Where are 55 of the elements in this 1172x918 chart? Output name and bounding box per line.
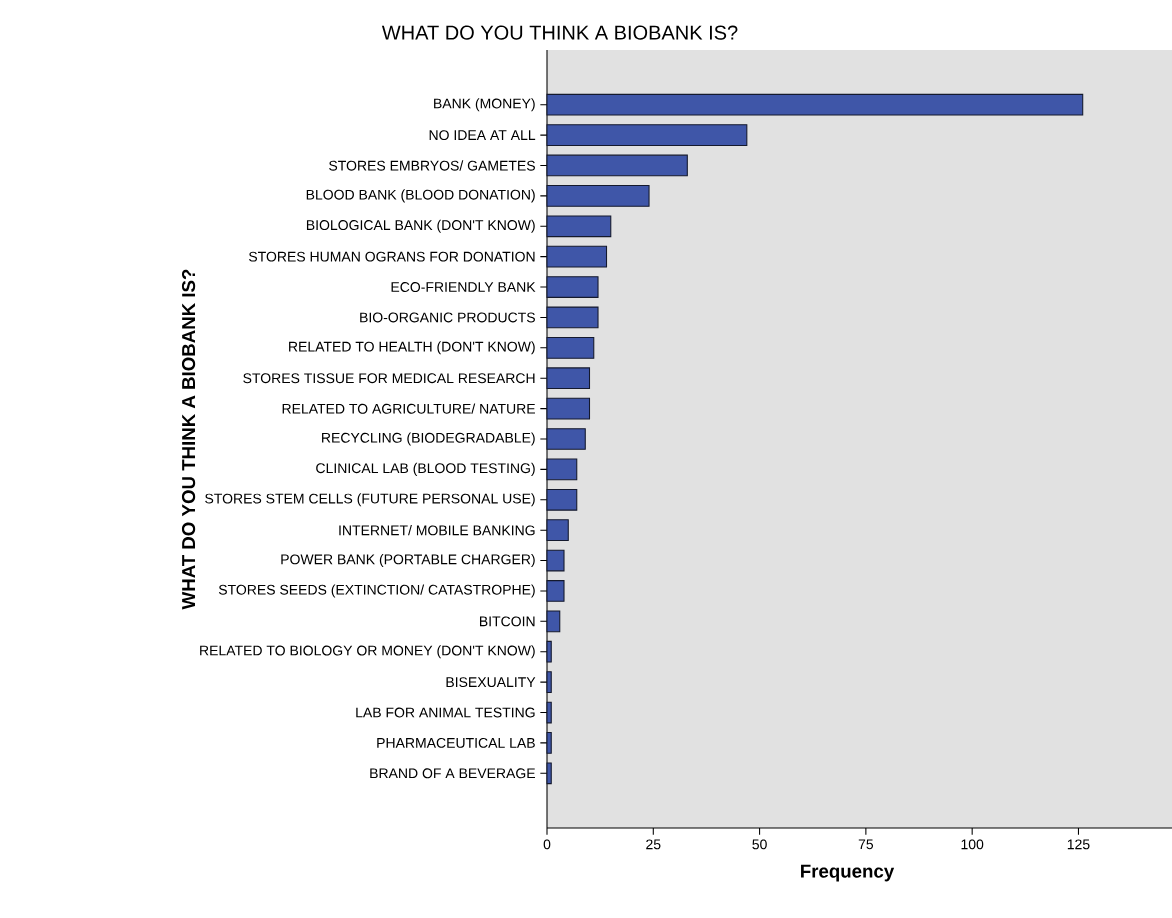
bar	[546, 276, 599, 298]
bar	[546, 397, 591, 420]
y-tick-label: LAB FOR ANIMAL TESTING	[356, 707, 535, 718]
bar	[546, 701, 552, 724]
y-tick-label: CLINICAL LAB (BLOOD TESTING)	[316, 462, 535, 476]
x-tick-label: 75	[858, 839, 874, 850]
y-tick-label: RELATED TO BIOLOGY OR MONEY (DON'T KNOW)	[200, 645, 535, 659]
bar	[546, 549, 565, 572]
y-tick-label: BIOLOGICAL BANK (DON'T KNOW)	[306, 219, 535, 233]
y-tick-label: RELATED TO AGRICULTURE/ NATURE	[282, 403, 535, 414]
bar	[546, 336, 595, 359]
x-axis-title: Frequency	[801, 864, 895, 882]
bar	[546, 428, 586, 450]
y-tick-label: BLOOD BANK (BLOOD DONATION)	[306, 189, 535, 203]
bar	[546, 306, 599, 329]
bar	[546, 185, 650, 207]
y-tick-label: STORES TISSUE FOR MEDICAL RESEARCH	[243, 373, 535, 384]
y-tick-label: POWER BANK (PORTABLE CHARGER)	[281, 554, 535, 568]
y-tick-label: RELATED TO HEALTH (DON'T KNOW)	[289, 341, 535, 355]
chart-title: WHAT DO YOU THINK A BIOBANK IS?	[381, 25, 738, 40]
y-tick-label: STORES SEEDS (EXTINCTION/ CATASTROPHE)	[218, 584, 535, 598]
bar	[546, 762, 552, 785]
y-tick-label: STORES EMBRYOS/ GAMETES	[329, 160, 535, 171]
y-tick-label: ECO-FRIENDLY BANK	[391, 282, 536, 293]
y-tick-label: BIO-ORGANIC PRODUCTS	[360, 312, 535, 323]
bar	[546, 488, 578, 511]
x-tick-label: 0	[543, 839, 551, 850]
bar	[546, 732, 552, 754]
bar	[546, 367, 591, 390]
bar	[546, 93, 1084, 116]
bar	[546, 458, 578, 481]
bar	[546, 640, 552, 663]
bar	[546, 610, 561, 633]
y-tick-label: STORES HUMAN OGRANS FOR DONATION	[248, 251, 535, 262]
bar	[546, 671, 552, 693]
y-tick-label: BISEXUALITY	[446, 677, 536, 688]
y-tick-label: BANK (MONEY)	[434, 98, 535, 112]
x-tick-label: 50	[752, 839, 767, 850]
bar	[546, 519, 569, 542]
y-tick-label: RECYCLING (BIODEGRADABLE)	[322, 432, 535, 446]
y-tick-label: STORES STEM CELLS (FUTURE PERSONAL USE)	[205, 493, 535, 507]
bar	[546, 580, 565, 602]
x-tick-label: 100	[961, 839, 984, 850]
y-axis-title: WHAT DO YOU THINK A BIOBANK IS?	[181, 269, 196, 610]
bar	[546, 154, 688, 177]
y-tick-label: PHARMACEUTICAL LAB	[377, 737, 535, 748]
x-tick-label: 125	[1067, 839, 1090, 850]
bar	[546, 245, 608, 268]
y-tick-label: BRAND OF A BEVERAGE	[370, 768, 535, 779]
y-tick-label: NO IDEA AT ALL	[429, 130, 536, 141]
bar	[546, 124, 748, 146]
y-tick-label: BITCOIN	[479, 616, 535, 627]
x-tick-label: 25	[646, 839, 661, 850]
bar	[546, 215, 612, 238]
y-tick-label: INTERNET/ MOBILE BANKING	[339, 525, 535, 536]
